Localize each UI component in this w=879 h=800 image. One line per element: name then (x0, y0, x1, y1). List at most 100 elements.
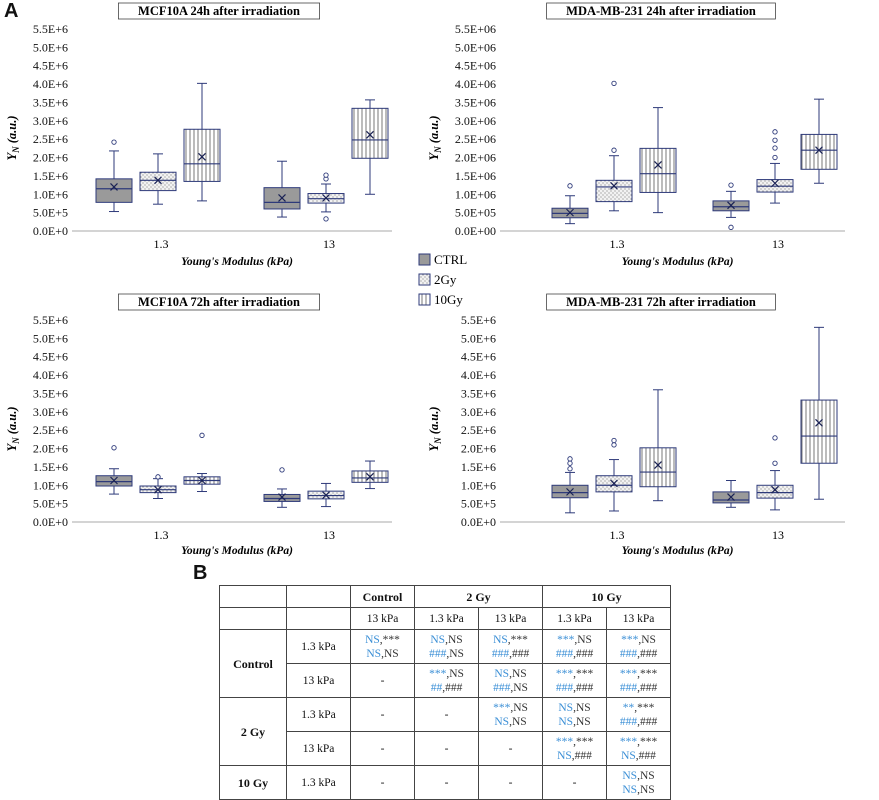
table-cell: - (350, 765, 415, 800)
y-tick-label: 4.5E+6 (461, 350, 496, 364)
box-10gy-1.3 (183, 432, 221, 493)
y-axis-label: YN (a.u.) (5, 115, 21, 160)
table-cell: - (350, 663, 415, 698)
y-tick-label: 3.0E+6 (33, 114, 68, 128)
box-10gy-1.3 (639, 389, 677, 502)
box-ctrl-13 (263, 467, 301, 508)
outlier-point (772, 145, 778, 151)
y-axis-label: YN (a.u.) (5, 406, 21, 451)
box-2gy-1.3 (139, 474, 177, 499)
outlier-point (728, 224, 734, 230)
table-cell: - (350, 697, 415, 732)
table-cell: ***,*** ###,### (542, 663, 607, 698)
box-2gy-1.3 (139, 153, 177, 205)
y-axis-label: YN (a.u.) (427, 406, 443, 451)
box-2gy-13 (756, 129, 794, 204)
box-ctrl-1.3 (551, 183, 589, 225)
box-10gy-1.3 (639, 107, 677, 214)
table-cell: - (478, 765, 543, 800)
y-tick-label: 2.5E+6 (461, 423, 496, 437)
table-cell: NS,NS ###,NS (478, 663, 543, 698)
box-ctrl-13 (263, 160, 301, 218)
box-body (95, 178, 133, 203)
chart-title-frame (546, 2, 776, 20)
x-tick-label: 1.3 (154, 237, 169, 251)
y-tick-label: 2.0E+06 (455, 151, 496, 165)
y-tick-label: 5.5E+06 (455, 22, 496, 36)
table-cell: - (478, 731, 543, 766)
box-body (800, 133, 838, 170)
mean-marker (771, 179, 779, 188)
mean-marker (610, 479, 618, 488)
mean-marker (110, 183, 118, 191)
legend-label: CTRL (434, 252, 467, 267)
y-tick-label: 0.0E+0 (33, 224, 68, 238)
table-cell: NS,NS ###,NS (414, 629, 479, 664)
y-tick-label: 4.5E+06 (455, 59, 496, 73)
x-tick-label: 1.3 (154, 528, 169, 542)
chart-title: MDA-MB-231 24h after irradiation (566, 4, 756, 18)
outlier-point (611, 437, 617, 444)
outlier-point (772, 129, 778, 135)
y-tick-label: 5.0E+6 (461, 331, 496, 345)
y-tick-label: 2.0E+6 (33, 442, 68, 456)
y-tick-label: 3.5E+6 (33, 386, 68, 400)
mean-marker (154, 176, 162, 185)
y-tick-label: 5.5E+6 (33, 313, 68, 327)
table-header: 10 Gy (542, 585, 671, 608)
outlier-point (611, 80, 617, 87)
box-plot-figure: MCF10A 24h after irradiation 0.0E+0 5.0E+5… (5, 2, 845, 557)
mean-marker (566, 208, 574, 217)
table-corner (286, 585, 351, 608)
chart-title-frame (118, 293, 320, 311)
table-cell: NS,NS NS,NS (606, 765, 671, 800)
table-cell: NS,*** ###,### (478, 629, 543, 664)
y-tick-label: 1.0E+6 (33, 478, 68, 492)
y-tick-label: 2.5E+06 (455, 132, 496, 146)
mean-marker (198, 476, 206, 485)
box-2gy-1.3 (595, 437, 633, 512)
mean-marker (771, 485, 779, 494)
chart-title-frame (118, 2, 320, 20)
outlier-point (111, 445, 117, 451)
chart-mcf10a-24h: MCF10A 24h after irradiation 0.0E+0 5.0E+5… (5, 2, 392, 268)
table-cell: ***,*** NS,### (542, 731, 607, 766)
mean-marker (727, 493, 735, 501)
x-tick-label: 1.3 (610, 528, 625, 542)
y-tick-label: 5.5E+6 (461, 313, 496, 327)
y-tick-label: 5.0E+06 (455, 40, 496, 54)
table-cell: - (414, 731, 479, 766)
outlier-point (772, 435, 778, 441)
chart-mda-mb-231-72h: MDA-MB-231 72h after irradiation 0.0E+0 5.… (427, 293, 845, 557)
y-tick-label: 5.0E+6 (33, 40, 68, 54)
x-axis-label: Young's Modulus (kPa) (622, 256, 734, 268)
outlier-point (611, 442, 617, 448)
table-subheader: 13 kPa (478, 607, 543, 630)
table-cell: - (414, 765, 479, 800)
table-row-subheader: 1.3 kPa (286, 697, 351, 732)
chart-mcf10a-72h: MCF10A 72h after irradiation 0.0E+0 5.0E+5… (5, 293, 392, 557)
box-ctrl-1.3 (95, 445, 133, 495)
y-tick-label: 1.0E+6 (461, 478, 496, 492)
mean-marker (727, 201, 735, 210)
y-tick-label: 3.0E+06 (455, 114, 496, 128)
table-cell: NS,NS NS,NS (542, 697, 607, 732)
box-body (183, 128, 221, 182)
outlier-point (111, 139, 117, 145)
legend: CTRL 2Gy 10Gy (418, 252, 467, 307)
significance-table: Control 2 Gy 10 Gy 13 kPa 1.3 kPa 13 kPa… (219, 585, 671, 800)
outlier-point (199, 432, 205, 438)
y-tick-label: 4.0E+6 (461, 368, 496, 382)
table-row-header: 2 Gy (219, 697, 287, 766)
chart-title: MDA-MB-231 72h after irradiation (566, 295, 756, 309)
mean-marker (366, 130, 374, 139)
x-tick-label: 1.3 (610, 237, 625, 251)
table-subheader: 1.3 kPa (414, 607, 479, 630)
table-cell: NS,*** NS,NS (350, 629, 415, 664)
outlier-point (567, 466, 573, 472)
outlier-point (567, 183, 573, 189)
y-tick-label: 1.5E+06 (455, 169, 496, 183)
outlier-point (323, 216, 329, 222)
y-tick-label: 4.5E+6 (33, 59, 68, 73)
chart-title: MCF10A 24h after irradiation (138, 4, 300, 18)
